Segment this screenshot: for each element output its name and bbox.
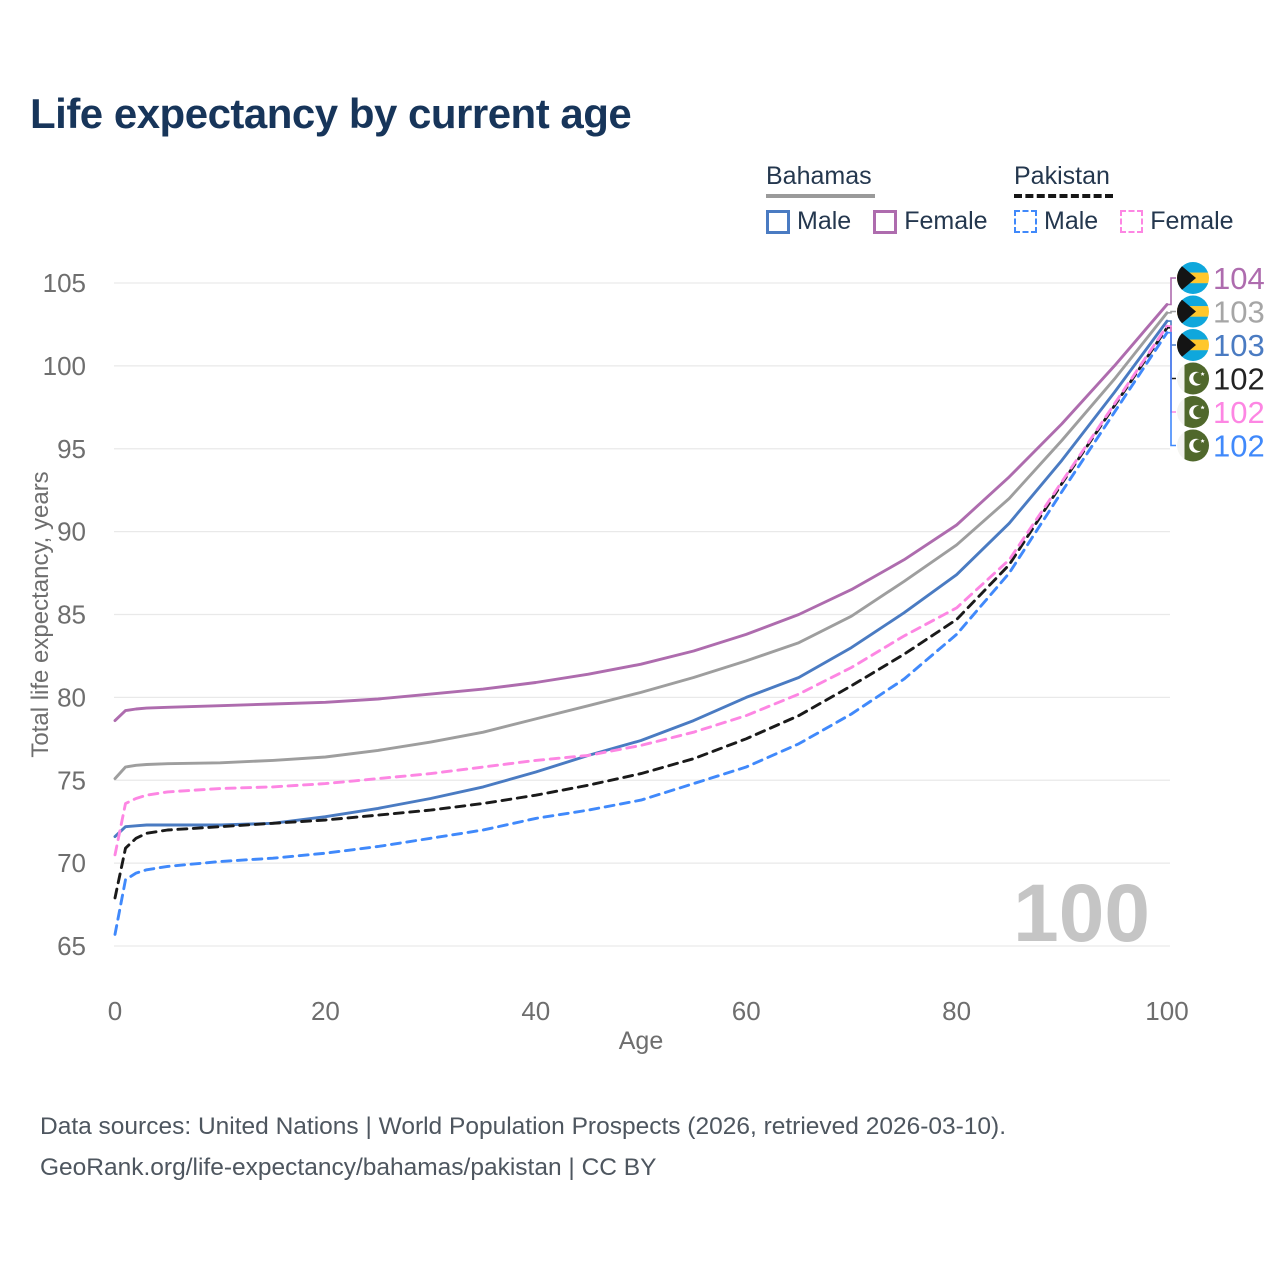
legend-group-bahamas: Bahamas Male Female — [766, 162, 1010, 236]
x-axis-title: Age — [619, 1027, 663, 1055]
legend-swatch-bahamas-female[interactable] — [873, 209, 898, 234]
pakistan-flag-icon — [1177, 396, 1209, 428]
legend-group-pakistan: Pakistan Male Female — [1014, 162, 1256, 236]
page-title: Life expectancy by current age — [30, 90, 632, 137]
legend-label-bahamas-male[interactable]: Male — [797, 207, 852, 235]
bahamas-flag-icon — [1177, 295, 1209, 328]
legend-label-pakistan-female[interactable]: Female — [1150, 207, 1234, 235]
series-line-pakistan-male — [113, 331, 1169, 936]
y-tick-label-85: 85 — [57, 600, 86, 630]
legend-swatch-bahamas-male[interactable] — [766, 209, 790, 234]
y-tick-label-75: 75 — [57, 765, 86, 795]
footer-attribution: GeoRank.org/life-expectancy/bahamas/paki… — [40, 1154, 657, 1181]
end-value-label-bahamas-female: 104 — [1213, 261, 1265, 296]
legend-country-bahamas[interactable]: Bahamas — [766, 162, 875, 198]
x-tick-label-0: 0 — [108, 996, 122, 1026]
y-tick-label-80: 80 — [57, 682, 86, 712]
y-tick-label-90: 90 — [57, 517, 86, 547]
end-value-label-pakistan-male: 102 — [1213, 429, 1265, 464]
age-watermark: 100 — [1013, 868, 1150, 959]
end-label-connector-pakistan-male — [1167, 331, 1176, 447]
bahamas-flag-icon — [1177, 329, 1209, 361]
end-label-connector-bahamas-female — [1167, 277, 1176, 306]
pakistan-flag-icon — [1177, 362, 1209, 395]
x-tick-label-100: 100 — [1145, 996, 1188, 1026]
end-label-connector-bahamas-total — [1167, 310, 1176, 314]
series-line-bahamas-male — [113, 319, 1169, 839]
series-line-bahamas-female — [113, 303, 1169, 723]
x-tick-label-80: 80 — [942, 996, 971, 1026]
end-value-label-bahamas-male: 103 — [1213, 328, 1265, 363]
y-tick-label-95: 95 — [57, 434, 86, 464]
legend-swatch-pakistan-male[interactable] — [1014, 210, 1037, 233]
y-tick-label-105: 105 — [43, 268, 86, 298]
y-tick-label-65: 65 — [57, 931, 86, 961]
legend-label-pakistan-male[interactable]: Male — [1044, 207, 1099, 235]
footer: Data sources: United Nations | World Pop… — [40, 1106, 1006, 1188]
x-tick-label-40: 40 — [521, 996, 550, 1026]
y-axis-title: Total life expectancy, years — [27, 471, 54, 757]
end-value-label-pakistan-female: 102 — [1213, 395, 1265, 430]
x-tick-label-20: 20 — [311, 996, 340, 1026]
series-line-bahamas-total — [113, 311, 1169, 781]
y-tick-label-70: 70 — [57, 848, 86, 878]
legend-label-bahamas-female[interactable]: Female — [904, 207, 988, 235]
bahamas-flag-icon — [1177, 262, 1209, 294]
end-value-label-bahamas-total: 103 — [1213, 295, 1265, 330]
series-line-pakistan-total — [113, 326, 1169, 900]
legend-swatch-pakistan-female[interactable] — [1120, 210, 1144, 233]
legend-country-pakistan[interactable]: Pakistan — [1014, 162, 1113, 198]
series-line-pakistan-female — [113, 324, 1169, 857]
x-tick-label-60: 60 — [732, 996, 761, 1026]
end-value-label-pakistan-total: 102 — [1213, 362, 1265, 397]
y-tick-label-100: 100 — [43, 351, 86, 381]
pakistan-flag-icon — [1177, 429, 1209, 462]
footer-data-sources: Data sources: United Nations | World Pop… — [40, 1113, 1007, 1140]
